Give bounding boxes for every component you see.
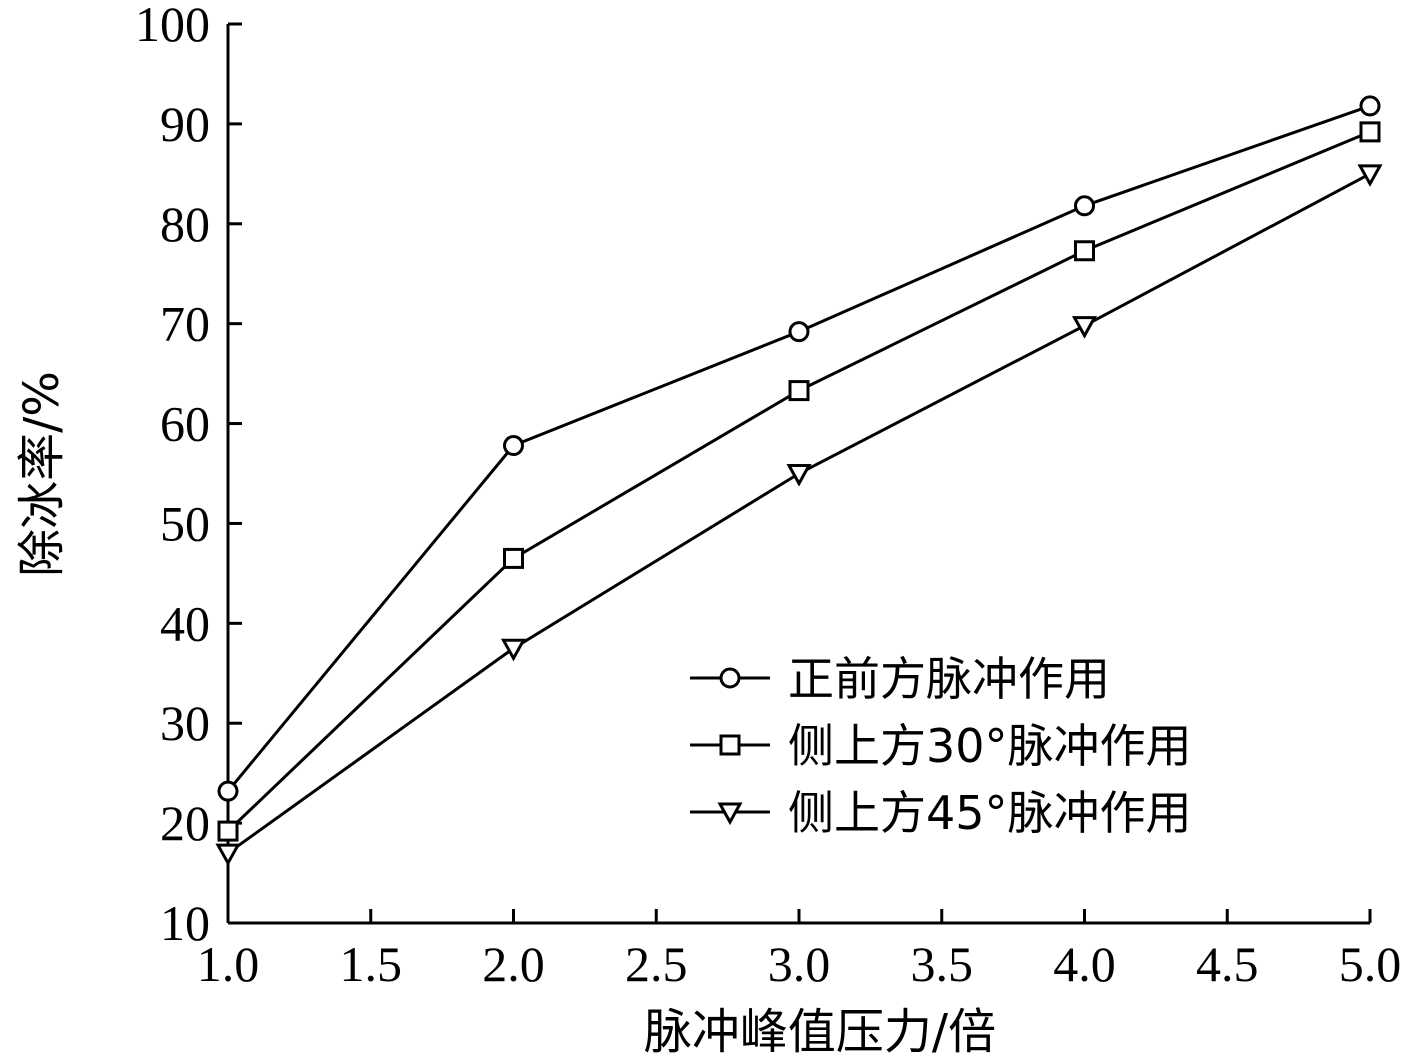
x-tick-label: 5.0 (1339, 936, 1402, 992)
legend-item: 正前方脉冲作用 (690, 652, 1110, 706)
data-point (215, 843, 241, 867)
data-point (1071, 316, 1098, 339)
legend-item: 侧上方30°脉冲作用 (690, 719, 1192, 773)
y-axis-title: 除冰率/% (14, 371, 70, 577)
series-layer (215, 95, 1383, 867)
legend-marker (719, 667, 741, 689)
data-point (1074, 195, 1095, 217)
x-tick-label: 4.5 (1196, 936, 1259, 992)
legend-item: 侧上方45°脉冲作用 (690, 786, 1192, 840)
x-tick-label: 3.0 (768, 936, 831, 992)
data-point (500, 638, 527, 662)
data-point (217, 780, 239, 802)
y-ticks: 10 20 30 40 50 60 70 80 90 100 (135, 0, 242, 951)
data-point (1074, 240, 1095, 262)
legend-label: 侧上方30°脉冲作用 (788, 719, 1192, 773)
y-tick-label: 70 (160, 296, 210, 352)
legend-marker (719, 734, 741, 756)
x-tick-label: 1.5 (340, 936, 403, 992)
legend-label: 正前方脉冲作用 (788, 652, 1110, 706)
y-tick-label: 100 (135, 0, 210, 52)
x-tick-label: 3.5 (911, 936, 974, 992)
y-tick-label: 20 (160, 795, 210, 851)
data-point (503, 435, 524, 457)
data-point (503, 547, 524, 569)
series-2 (217, 121, 1381, 842)
legend-label: 侧上方45°脉冲作用 (788, 786, 1192, 840)
data-point (786, 464, 812, 487)
data-point (1357, 164, 1383, 187)
x-tick-label: 2.5 (625, 936, 688, 992)
data-point (788, 380, 810, 402)
y-tick-label: 50 (160, 495, 210, 551)
data-point (1359, 95, 1381, 117)
y-tick-label: 60 (160, 396, 210, 452)
x-tick-label: 1.0 (197, 936, 260, 992)
series-3 (215, 164, 1383, 867)
y-tick-label: 80 (160, 196, 210, 252)
y-tick-label: 10 (160, 895, 210, 951)
y-tick-label: 40 (160, 595, 210, 651)
legend-marker (717, 802, 743, 826)
x-axis-title: 脉冲峰值压力/倍 (644, 1004, 996, 1060)
y-tick-label: 30 (160, 695, 210, 751)
data-point (217, 820, 239, 842)
y-tick-label: 90 (160, 96, 210, 152)
x-tick-label: 4.0 (1053, 936, 1116, 992)
x-tick-label: 2.0 (482, 936, 545, 992)
data-point (1359, 121, 1381, 143)
series-1 (217, 95, 1381, 802)
x-ticks: 1.0 1.5 2.0 2.5 3.0 3.5 4.0 4.5 5.0 (197, 909, 1402, 992)
data-point (788, 321, 810, 343)
